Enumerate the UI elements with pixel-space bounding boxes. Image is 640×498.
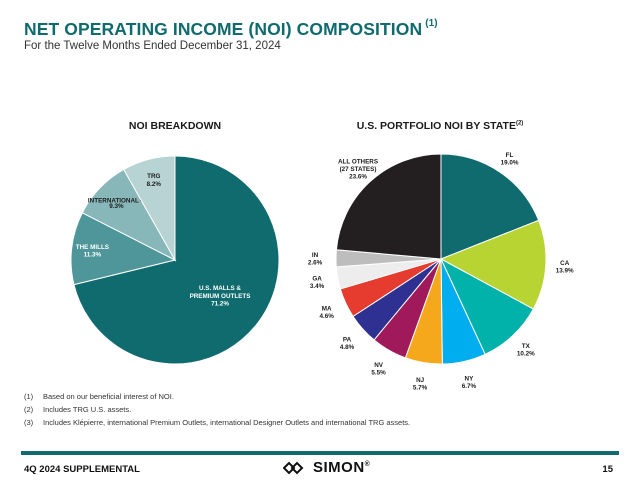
simon-logo: SIMON® [283,459,370,476]
slice-label-tx: TX 10.2% [517,343,535,358]
pie-slice-u-s-malls-premium-outlets [73,155,280,365]
slice-label-ma: MA 4.6% [320,306,335,321]
slice-label-fl: FL 19.0% [501,152,519,167]
page-title-text: NET OPERATING INCOME (NOI) COMPOSITION [24,19,423,39]
page-subtitle: For the Twelve Months Ended December 31,… [24,40,281,52]
pie-slice-all-others-27-states [335,153,442,260]
title-footnote-ref: (1) [425,18,438,30]
footnote-text: Includes TRG U.S. assets. [43,405,132,414]
footnote-number: (1) [24,392,34,401]
simon-logo-word: SIMON [313,459,365,476]
footnote-1: (1) Based on our beneficial interest of N… [24,390,410,403]
slice-label-ga: GA 3.4% [310,276,325,291]
footnote-number: (2) [24,405,34,414]
footnote-number: (3) [24,418,34,427]
footnote-3: (3) Includes Klépierre, international Pre… [24,416,410,429]
footnotes: (1) Based on our beneficial interest of N… [24,390,410,429]
slice-label-the-mills: THE MILLS 11.3% [76,244,109,259]
footer-supplemental-label: 4Q 2024 SUPPLEMENTAL [24,464,140,475]
footnote-2: (2) Includes TRG U.S. assets. [24,403,410,416]
registered-mark: ® [364,461,371,468]
pie-slice-the-mills [70,212,177,286]
page-number: 15 [602,464,613,475]
slice-label-u-s-malls-premium-outlets: U.S. MALLS & PREMIUM OUTLETS 71.2% [190,285,251,307]
slice-label-all-others-27-states: ALL OTHERS (27 STATES) 23.6% [338,158,378,180]
state-noi-title-footnote-ref: (2) [515,120,524,127]
pie-slice-trg [123,155,176,262]
slice-label-trg: TRG 8.2% [147,173,162,188]
state-noi-title-text: U.S. PORTFOLIO NOI BY STATE [356,120,516,132]
slice-label-nj: NJ 5.7% [413,377,428,392]
footnote-text: Based on our beneficial interest of NOI. [43,392,174,401]
slice-label-ny: NY 6.7% [462,376,477,391]
pie-slice-ca [439,219,547,310]
slice-label-pa: PA 4.8% [340,337,355,352]
simon-logo-text: SIMON® [313,459,370,476]
slice-label-ca: CA 13.9% [556,260,574,275]
page-title: NET OPERATING INCOME (NOI) COMPOSITION (1… [24,18,438,40]
state-noi-title: U.S. PORTFOLIO NOI BY STATE(2) [357,120,524,132]
noi-breakdown-title: NOI BREAKDOWN [128,120,222,132]
footnote-text: Includes Klépierre, international Premiu… [43,418,411,427]
pie-slice-fl [440,153,540,260]
simon-logo-icon [283,461,304,474]
slice-label-nv: NV 5.5% [371,362,386,377]
slice-label-in: IN 2.6% [308,252,323,267]
footer-divider [21,451,619,455]
